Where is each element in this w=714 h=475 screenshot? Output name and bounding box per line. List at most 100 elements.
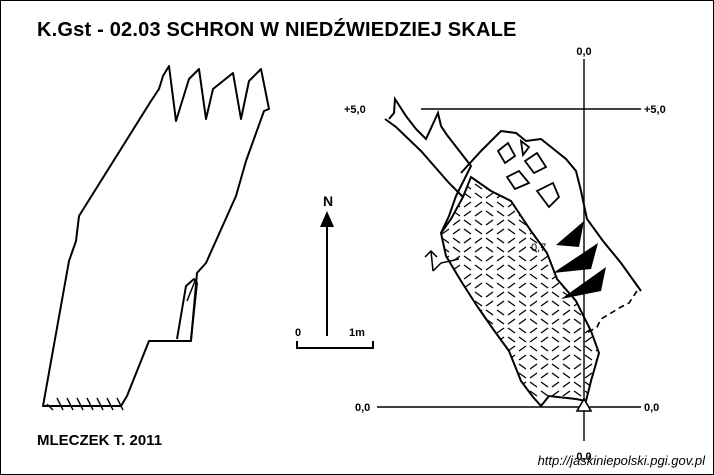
hatch-mark [607, 166, 614, 171]
hatch-mark [584, 336, 593, 343]
hatch-mark [507, 291, 516, 298]
hatch-mark [529, 282, 538, 289]
hatch-mark [496, 327, 505, 334]
hatch-mark [562, 282, 571, 289]
hatch-mark [607, 283, 614, 288]
hatch-mark [485, 177, 494, 181]
hatch-mark [463, 318, 472, 325]
scale-end-label: 1m [349, 327, 365, 339]
hatch-mark [496, 291, 505, 298]
hatch-mark [562, 399, 571, 406]
survey-author: MLECZEK T. 2011 [37, 432, 163, 449]
hatch-mark [573, 327, 582, 334]
hatch-mark [485, 354, 494, 361]
hatch-mark [573, 372, 582, 379]
side-passage-arrow [424, 249, 460, 272]
hatch-mark [540, 291, 549, 298]
hatch-mark [562, 318, 571, 325]
hatch-mark [485, 210, 494, 217]
hatch-mark [573, 192, 582, 199]
hatch-mark [595, 192, 599, 199]
hatch-mark [431, 355, 438, 360]
hatch-mark [485, 336, 494, 343]
hatch-mark [551, 177, 560, 181]
hatch-mark [562, 273, 571, 280]
profile-left-wall-outer [384, 118, 464, 198]
hatch-mark [431, 211, 438, 216]
hatch-mark [551, 309, 560, 316]
hatch-mark [562, 336, 571, 343]
hatch-mark [452, 264, 461, 271]
hatch-mark [474, 228, 483, 235]
hatch-mark [507, 381, 516, 388]
hatch-mark [486, 166, 493, 171]
hatch-mark [607, 292, 614, 297]
hatch-mark [518, 201, 527, 208]
profile-black-wedges [553, 221, 606, 299]
hatch-mark [540, 228, 549, 235]
hatch-mark [607, 319, 614, 324]
hatch-mark [518, 309, 527, 316]
hatch-mark [485, 372, 494, 379]
hatch-mark [529, 390, 538, 397]
hatch-mark [584, 372, 593, 379]
hatch-mark [529, 264, 538, 271]
hatch-mark [529, 246, 538, 253]
profile-rock-blocks [496, 138, 561, 209]
hatch-mark [431, 184, 438, 189]
hatch-mark [441, 381, 450, 388]
hatch-mark [496, 318, 505, 325]
hatch-mark [529, 372, 538, 379]
hatch-mark [474, 210, 483, 217]
hatch-mark [595, 183, 599, 190]
hatch-mark [518, 273, 527, 280]
hatch-mark [485, 399, 494, 406]
hatch-mark [607, 175, 614, 180]
hatch-mark [431, 274, 438, 279]
hatch-mark [496, 372, 505, 379]
hatch-mark [463, 399, 472, 406]
hatch-mark [441, 237, 450, 244]
hatch-mark [584, 309, 593, 316]
hatch-mark [551, 237, 560, 244]
plan-notch [186, 280, 196, 302]
hatch-mark [518, 282, 527, 289]
hatch-mark [474, 177, 483, 181]
plan-entrance-hatching [46, 397, 124, 411]
hatch-mark [551, 246, 560, 253]
hatch-mark [573, 336, 582, 343]
hatch-mark [607, 202, 614, 207]
hatch-mark [496, 237, 505, 244]
label-top-axis: 0,0 [576, 46, 591, 58]
hatch-mark [485, 390, 494, 397]
hatch-mark [463, 372, 472, 379]
hatch-mark [540, 219, 549, 226]
hatch-mark [519, 166, 526, 171]
hatch-mark [595, 291, 599, 298]
hatch-mark [607, 238, 614, 243]
hatch-mark [584, 354, 593, 361]
hatch-mark [607, 229, 614, 234]
hatch-mark [441, 228, 450, 235]
hatch-mark [474, 399, 483, 406]
hatch-mark [595, 201, 599, 208]
datum-triangle [575, 397, 593, 412]
hatch-mark [551, 390, 560, 397]
hatch-mark [463, 246, 472, 253]
hatch-mark [607, 220, 614, 225]
hatch-mark [607, 400, 614, 405]
hatch-mark [485, 282, 494, 289]
hatch-mark [475, 166, 482, 171]
hatch-mark [562, 300, 571, 307]
source-link[interactable]: http://jaskiniepolski.pgi.gov.pl [537, 453, 705, 468]
hatch-mark [540, 282, 549, 289]
hatch-mark [441, 399, 450, 406]
hatch-mark [540, 210, 549, 217]
hatch-mark [463, 201, 472, 208]
hatch-mark [431, 175, 438, 180]
hatch-mark [463, 345, 472, 352]
profile-labels: 0,0 +5,0 +5,0 0,0 0,0 0,0 0,7 [344, 46, 666, 463]
hatch-mark [518, 354, 527, 361]
hatch-mark [485, 183, 494, 190]
